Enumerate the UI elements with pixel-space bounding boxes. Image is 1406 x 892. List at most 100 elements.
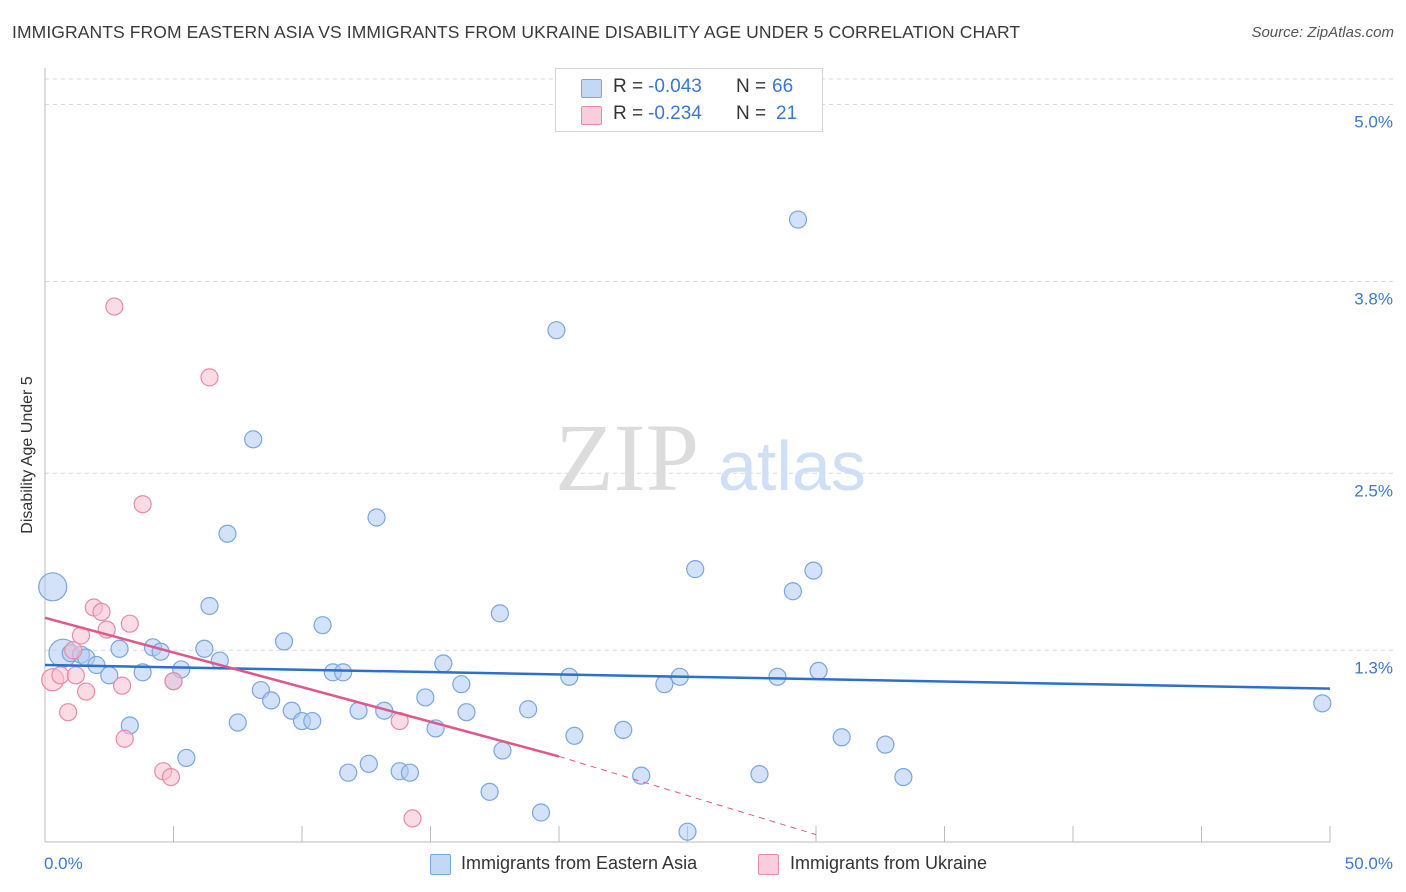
data-point — [876, 735, 895, 754]
data-point — [783, 582, 802, 601]
y-tick-label: 5.0% — [1354, 113, 1393, 132]
data-point — [66, 666, 85, 685]
watermark-atlas: atlas — [718, 427, 866, 505]
data-point — [92, 602, 111, 622]
legend-swatch-eastern-asia — [430, 854, 451, 875]
x-tick-labels: 0.0% 50.0% — [44, 854, 1393, 873]
trend-line-ukraine — [44, 616, 560, 758]
data-point — [678, 822, 697, 841]
data-point — [161, 767, 181, 787]
legend-n-label: N = — [736, 76, 767, 97]
trend-line-eastern-asia — [44, 663, 1331, 690]
data-point — [367, 508, 386, 527]
data-point — [77, 682, 96, 701]
data-point — [565, 726, 584, 745]
y-tick-label: 3.8% — [1354, 290, 1393, 309]
legend-r-label: R = — [613, 76, 644, 97]
legend-swatch-ukraine — [758, 854, 779, 875]
legend-r-value: -0.234 — [648, 103, 702, 124]
data-point — [105, 297, 124, 316]
watermark: ZIP atlas — [555, 404, 866, 511]
data-point — [403, 809, 422, 828]
data-point — [177, 748, 196, 768]
data-point — [110, 639, 129, 658]
series-legend: Immigrants from Eastern Asia Immigrants … — [0, 852, 1406, 878]
data-point — [614, 720, 633, 740]
data-point — [452, 675, 471, 694]
legend-n-value: 66 — [772, 76, 794, 97]
data-point — [200, 368, 219, 387]
y-axis-label: Disability Age Under 5 — [19, 376, 36, 534]
data-point — [400, 763, 420, 782]
x-tick-label-min: 0.0% — [44, 854, 83, 873]
correlation-legend: R = -0.043 N = 66 R = -0.234 N = 21 — [555, 68, 823, 132]
data-point — [686, 560, 705, 579]
data-point — [51, 666, 70, 685]
legend-r-value: -0.043 — [648, 76, 702, 97]
data-point — [133, 663, 152, 682]
x-tick-label-max: 50.0% — [1345, 854, 1393, 873]
data-point — [1313, 694, 1332, 713]
data-point — [804, 561, 823, 580]
data-point — [416, 688, 435, 707]
data-point — [38, 572, 68, 602]
watermark-zip: ZIP — [555, 404, 699, 511]
data-point — [115, 729, 134, 748]
data-point — [262, 691, 281, 710]
data-point — [560, 667, 579, 686]
data-point — [493, 741, 512, 760]
legend-n-value: 21 — [776, 103, 798, 124]
data-point — [334, 663, 353, 682]
data-point — [244, 430, 263, 449]
data-point — [809, 661, 828, 681]
data-point — [59, 703, 78, 722]
legend-swatch-pink — [581, 106, 602, 125]
data-point — [303, 711, 322, 731]
data-point — [120, 614, 139, 633]
grid-lines — [45, 78, 1395, 651]
legend-row-ukraine: R = -0.234 N = 21 — [556, 100, 822, 128]
data-point — [228, 713, 247, 732]
data-point — [894, 767, 913, 787]
data-point — [164, 672, 183, 691]
data-point — [218, 524, 237, 543]
data-point — [519, 700, 538, 719]
data-point — [788, 210, 808, 229]
series-ukraine-points — [41, 297, 422, 828]
data-point — [359, 754, 378, 773]
y-tick-labels: 1.3% 2.5% 3.8% 5.0% — [1354, 113, 1393, 678]
data-point — [547, 321, 566, 340]
data-point — [274, 632, 294, 651]
data-point — [339, 763, 358, 782]
data-point — [655, 675, 674, 694]
data-point — [632, 766, 651, 785]
data-point — [195, 639, 214, 658]
data-point — [313, 616, 332, 635]
legend-label-eastern-asia: Immigrants from Eastern Asia — [461, 853, 698, 873]
y-tick-label: 1.3% — [1354, 658, 1393, 677]
trend-line-ukraine-extrapolated — [558, 755, 817, 836]
legend-r-label: R = — [613, 103, 644, 124]
data-point — [112, 676, 132, 695]
legend-label-ukraine: Immigrants from Ukraine — [790, 853, 988, 873]
data-point — [490, 604, 509, 623]
data-point — [750, 765, 769, 784]
data-point — [531, 803, 551, 822]
data-point — [480, 782, 499, 801]
y-tick-label: 2.5% — [1354, 481, 1393, 500]
data-point — [832, 728, 851, 747]
legend-row-eastern-asia: R = -0.043 N = 66 — [556, 73, 822, 101]
legend-swatch-blue — [581, 79, 602, 98]
source-label: Source: ZipAtlas.com — [1251, 24, 1394, 41]
data-point — [133, 495, 152, 514]
series-eastern-asia-points — [38, 210, 1332, 841]
data-point — [457, 703, 476, 722]
data-point — [64, 641, 83, 660]
legend-n-label: N = — [736, 103, 767, 124]
chart-title: IMMIGRANTS FROM EASTERN ASIA VS IMMIGRAN… — [12, 22, 1021, 42]
trend-lines — [44, 616, 1331, 836]
data-point — [200, 596, 219, 616]
data-point — [768, 667, 787, 686]
data-point — [434, 654, 453, 673]
